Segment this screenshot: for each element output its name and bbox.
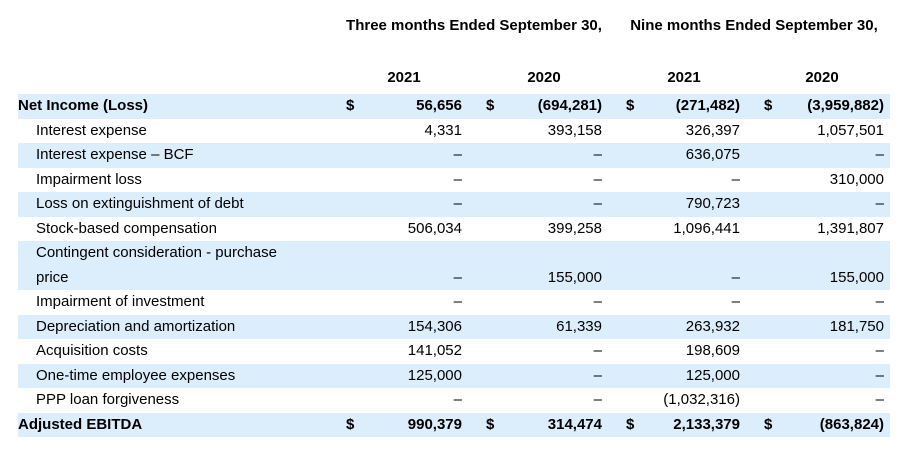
value-cell: –	[453, 391, 462, 408]
row-label: Loss on extinguishment of debt	[36, 195, 244, 212]
row-label: Depreciation and amortization	[36, 317, 236, 335]
row-label: Interest expense	[36, 121, 147, 139]
value-cell: (1,032,316)	[663, 391, 740, 408]
value-cell: 125,000	[407, 366, 462, 384]
value-cell: 399,258	[547, 219, 602, 237]
table-row: Impairment loss – – – 310,000	[18, 168, 890, 193]
value-cell: –	[875, 195, 884, 212]
value-cell: –	[875, 293, 884, 310]
table-row: Loss on extinguishment of debt – – 790,723 –	[18, 192, 890, 217]
value-cell: 155,000	[829, 268, 884, 286]
table-row: Interest expense – BCF – – 636,075 –	[18, 143, 890, 168]
value-cell: –	[453, 195, 462, 212]
currency-symbol: $	[486, 415, 495, 433]
value-cell: –	[593, 146, 602, 163]
value-cell: –	[875, 342, 884, 359]
currency-symbol: $	[486, 97, 495, 114]
value-cell: 506,034	[407, 219, 462, 237]
row-label: Contingent consideration - purchase pric…	[36, 244, 277, 286]
value-cell: –	[875, 366, 884, 384]
value-cell: –	[593, 366, 602, 384]
value-cell: 310,000	[829, 170, 884, 188]
row-label: Net Income (Loss)	[18, 97, 149, 114]
value-cell: –	[593, 293, 602, 310]
currency-symbol: $	[346, 97, 355, 114]
row-label: Impairment loss	[36, 170, 142, 188]
value-cell: 141,052	[407, 342, 462, 359]
year-header: 2020	[527, 69, 561, 86]
year-header: 2021	[387, 69, 421, 86]
table-row: Depreciation and amortization 154,306 61,3…	[18, 314, 890, 339]
row-label: Adjusted EBITDA	[18, 415, 143, 433]
value-cell: 2,133,379	[673, 415, 740, 433]
table-row: Contingent consideration - purchase pric…	[18, 241, 890, 290]
value-cell: 1,057,501	[817, 121, 884, 139]
value-cell: –	[453, 268, 462, 286]
value-cell: 790,723	[685, 195, 740, 212]
table-row: Net Income (Loss) $56,656 $ (694,281) $ (271,…	[18, 94, 890, 119]
table-row: Stock-based compensation 506,034 399,258 1,…	[18, 217, 890, 242]
table-row: PPP loan forgiveness – – (1,032,316) –	[18, 388, 890, 413]
value-cell: 61,339	[556, 317, 602, 335]
year-header: 2020	[805, 69, 839, 86]
currency-symbol: $	[346, 415, 355, 433]
value-cell: –	[875, 146, 884, 163]
currency-symbol: $	[626, 415, 635, 433]
value-cell: 263,932	[685, 317, 740, 335]
value-cell: –	[593, 391, 602, 408]
value-cell: 1,391,807	[817, 219, 884, 237]
value-cell: (271,482)	[675, 97, 740, 114]
row-label: Impairment of investment	[36, 293, 205, 310]
value-cell: –	[731, 170, 740, 188]
row-label: Interest expense – BCF	[36, 146, 194, 163]
table-row: Adjusted EBITDA $990,379 $314,474 $2,133,37…	[18, 412, 890, 437]
value-cell: –	[875, 391, 884, 408]
value-cell: 990,379	[407, 415, 462, 433]
value-cell: –	[453, 170, 462, 188]
table-row: Impairment of investment – – – –	[18, 290, 890, 315]
value-cell: (3,959,882)	[807, 97, 884, 114]
value-cell: 636,075	[685, 146, 740, 163]
year-header: 2021	[667, 69, 701, 86]
value-cell: 4,331	[424, 121, 462, 139]
table-row: Acquisition costs 141,052 – 198,609 –	[18, 339, 890, 364]
row-label: PPP loan forgiveness	[36, 391, 180, 408]
row-label: Acquisition costs	[36, 342, 148, 359]
value-cell: 154,306	[407, 317, 462, 335]
value-cell: –	[593, 170, 602, 188]
value-cell: 326,397	[685, 121, 740, 139]
currency-symbol: $	[764, 415, 773, 433]
value-cell: –	[453, 146, 462, 163]
value-cell: 56,656	[416, 97, 462, 114]
row-label: One-time employee expenses	[36, 366, 236, 384]
table-row: One-time employee expenses 125,000 – 125,00…	[18, 363, 890, 388]
column-group-header: Nine months Ended September 30,	[630, 17, 878, 34]
value-cell: 393,158	[547, 121, 602, 139]
value-cell: –	[731, 268, 740, 286]
value-cell: 125,000	[685, 366, 740, 384]
value-cell: 198,609	[685, 342, 740, 359]
value-cell: 155,000	[547, 268, 602, 286]
value-cell: (694,281)	[537, 97, 602, 114]
table: Net Income (Loss) $56,656 $ (694,281) $ (271,…	[18, 94, 890, 437]
currency-symbol: $	[764, 97, 773, 114]
value-cell: –	[453, 293, 462, 310]
value-cell: 181,750	[829, 317, 884, 335]
value-cell: 1,096,441	[673, 219, 740, 237]
column-group-header: Three months Ended September 30,	[346, 17, 602, 34]
row-label: Stock-based compensation	[36, 219, 217, 237]
value-cell: (863,824)	[819, 415, 884, 433]
value-cell: –	[593, 342, 602, 359]
value-cell: 314,474	[547, 415, 602, 433]
table-row: Interest expense 4,331 393,158 326,397 1,057…	[18, 119, 890, 144]
value-cell: –	[593, 195, 602, 212]
value-cell: –	[731, 293, 740, 310]
currency-symbol: $	[626, 97, 635, 114]
